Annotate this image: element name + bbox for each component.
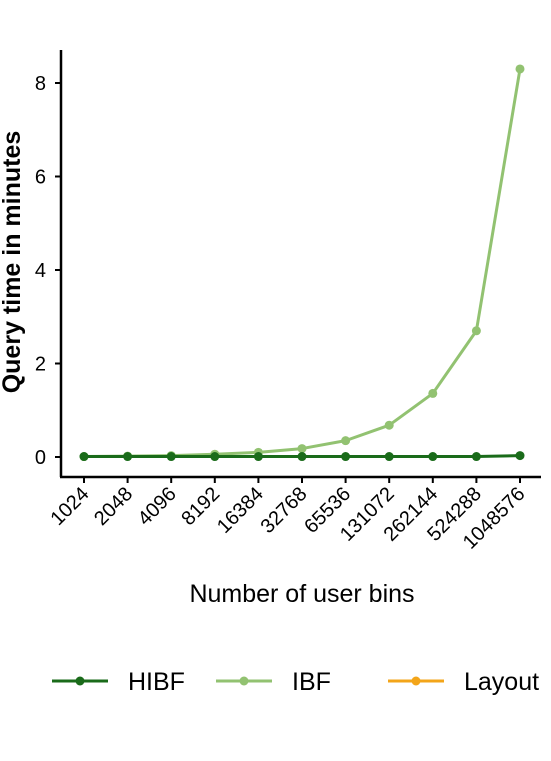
- data-point: [253, 452, 263, 462]
- x-tick-label: 32768: [257, 483, 312, 538]
- x-tick-label: 1024: [47, 483, 94, 530]
- y-tick-label: 6: [35, 167, 46, 189]
- data-point: [79, 452, 89, 462]
- legend-label: HIBF: [128, 668, 185, 696]
- legend-item-hibf: HIBF: [52, 668, 185, 696]
- data-point: [210, 452, 220, 462]
- legend-swatch-point: [411, 676, 421, 686]
- data-point: [515, 64, 525, 74]
- data-point: [166, 452, 176, 462]
- legend-swatch-point: [75, 676, 85, 686]
- data-point: [297, 444, 307, 454]
- y-axis-ticks: 0 2 4 6 8: [35, 73, 61, 469]
- data-point: [297, 452, 307, 462]
- x-axis-title: Number of user bins: [189, 580, 414, 608]
- data-point: [428, 388, 438, 398]
- data-point: [384, 420, 394, 430]
- y-tick-label: 0: [35, 447, 46, 469]
- data-point: [515, 451, 525, 461]
- legend-item-ibf: IBF: [216, 668, 331, 696]
- series-ibf: [79, 64, 525, 462]
- data-point: [341, 452, 351, 462]
- series-line: [83, 68, 522, 459]
- data-point: [428, 452, 438, 462]
- x-tick-label: 4096: [134, 483, 181, 530]
- x-tick-label: 2048: [90, 483, 137, 530]
- data-point: [123, 452, 133, 462]
- y-tick-label: 8: [35, 73, 46, 95]
- legend-item-layout: Layout: [388, 668, 539, 696]
- data-point: [384, 452, 394, 462]
- series-layer: [79, 64, 525, 462]
- x-axis-ticks: 1024204840968192163843276865536131072262…: [47, 477, 530, 554]
- legend-label: IBF: [292, 668, 331, 696]
- legend-label: Layout: [464, 668, 539, 696]
- legend: HIBF IBF Layout: [52, 668, 539, 696]
- data-point: [471, 326, 481, 336]
- legend-swatch-point: [239, 676, 249, 686]
- y-tick-label: 4: [35, 260, 46, 282]
- y-axis-title: Query time in minutes: [0, 131, 26, 394]
- data-point: [471, 452, 481, 462]
- series-hibf: [79, 451, 525, 462]
- data-point: [341, 436, 351, 446]
- y-tick-label: 2: [35, 354, 46, 376]
- x-tick-label: 16384: [213, 483, 268, 538]
